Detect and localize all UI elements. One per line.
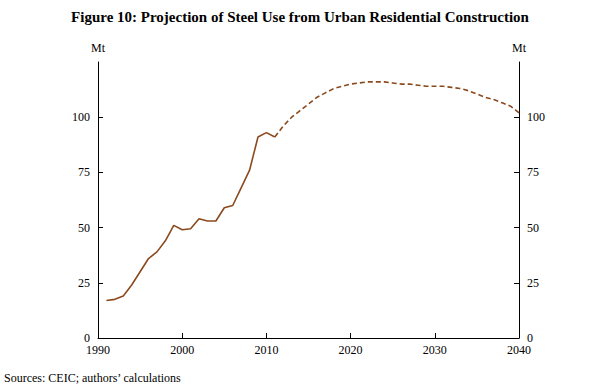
- svg-text:25: 25: [527, 276, 539, 290]
- svg-text:Sources: CEIC; authors’ calcul: Sources: CEIC; authors’ calculations: [4, 371, 181, 385]
- svg-text:100: 100: [72, 110, 90, 124]
- svg-text:100: 100: [527, 110, 545, 124]
- svg-text:2000: 2000: [170, 343, 194, 357]
- svg-text:50: 50: [527, 221, 539, 235]
- svg-text:Figure 10: Projection of Steel: Figure 10: Projection of Steel Use from …: [71, 9, 530, 25]
- svg-text:2030: 2030: [423, 343, 447, 357]
- svg-text:75: 75: [527, 165, 539, 179]
- svg-text:0: 0: [527, 331, 533, 345]
- svg-text:1990: 1990: [86, 343, 110, 357]
- svg-text:0: 0: [84, 331, 90, 345]
- svg-text:2040: 2040: [507, 343, 531, 357]
- svg-text:25: 25: [78, 276, 90, 290]
- svg-text:75: 75: [78, 165, 90, 179]
- svg-text:2020: 2020: [339, 343, 363, 357]
- svg-text:2010: 2010: [254, 343, 278, 357]
- svg-text:50: 50: [78, 221, 90, 235]
- svg-text:Mt: Mt: [512, 41, 527, 55]
- svg-text:Mt: Mt: [91, 41, 106, 55]
